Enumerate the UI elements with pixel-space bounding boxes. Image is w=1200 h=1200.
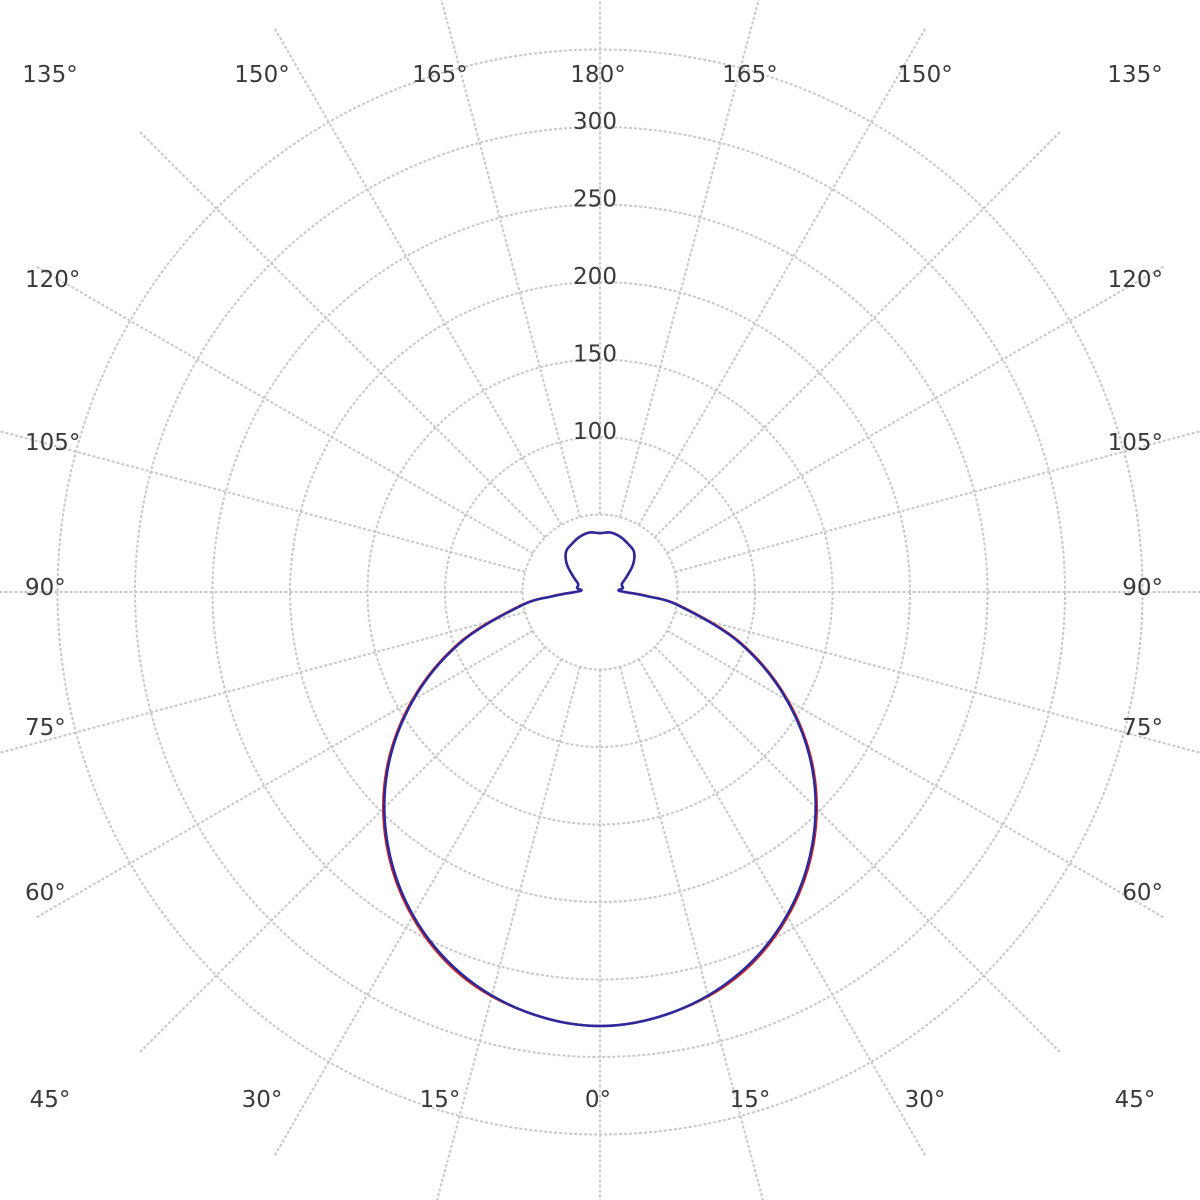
grid-spoke [654, 646, 1062, 1054]
angle-label-bottom: 45° [1115, 1087, 1156, 1113]
grid-spoke [0, 611, 526, 754]
grid-spoke [674, 430, 1200, 573]
grid-spoke [637, 658, 927, 1157]
angle-label-right: 60° [1122, 880, 1163, 906]
angle-label-left: 60° [25, 880, 66, 906]
angle-label-right: 105° [1108, 430, 1163, 456]
grid-spoke [35, 265, 534, 555]
angle-label-bottom: 15° [420, 1087, 461, 1113]
radial-tick-label: 300 [573, 109, 617, 135]
angle-label-left: 105° [25, 430, 80, 456]
angle-label-top: 165° [722, 62, 777, 88]
grid-spoke [666, 629, 1165, 919]
grid-spoke [138, 130, 546, 538]
intensity-curve-series-2 [383, 531, 817, 1028]
grid-spoke [273, 27, 563, 526]
angle-label-top: 150° [897, 62, 952, 88]
angle-label-top: 135° [1107, 62, 1162, 88]
angle-label-top: 165° [412, 62, 467, 88]
grid-spoke [654, 130, 1062, 538]
radial-tick-label: 200 [573, 264, 617, 290]
angle-label-left: 90° [25, 575, 66, 601]
grid-spoke [619, 0, 760, 518]
angle-label-top: 150° [234, 62, 289, 88]
radial-tick-label: 150 [573, 342, 617, 368]
grid-spoke [674, 611, 1200, 754]
angle-label-left: 120° [25, 267, 80, 293]
angle-label-bottom: 30° [905, 1087, 946, 1113]
grid-circle [521, 513, 679, 671]
grid-spoke [440, 0, 581, 518]
angle-label-top: 180° [570, 62, 625, 88]
angle-label-bottom: 15° [730, 1087, 771, 1113]
radial-tick-label: 250 [573, 187, 617, 213]
radial-tick-label: 100 [573, 419, 617, 445]
angle-label-bottom: 30° [242, 1087, 283, 1113]
axis-labels: 100 150 200 250 300 135° 150° 165° 180° 165° 150° 1… [22, 62, 1163, 1113]
angle-label-right: 120° [1108, 267, 1163, 293]
intensity-curves [382, 531, 818, 1028]
grid-spoke [637, 27, 927, 526]
angle-label-bottom: 45° [30, 1087, 71, 1113]
grid-spoke [619, 666, 764, 1200]
grid-spoke [436, 666, 581, 1200]
angle-label-right: 90° [1122, 575, 1163, 601]
grid-spoke [273, 658, 563, 1157]
grid-spoke [138, 646, 546, 1054]
grid-spoke [666, 265, 1165, 555]
angle-label-top: 135° [22, 62, 77, 88]
angle-label-left: 75° [25, 715, 66, 741]
grid-spoke [35, 629, 534, 919]
angle-label-right: 75° [1122, 715, 1163, 741]
angle-label-bottom: 0° [585, 1087, 611, 1113]
grid-spoke [0, 430, 526, 573]
